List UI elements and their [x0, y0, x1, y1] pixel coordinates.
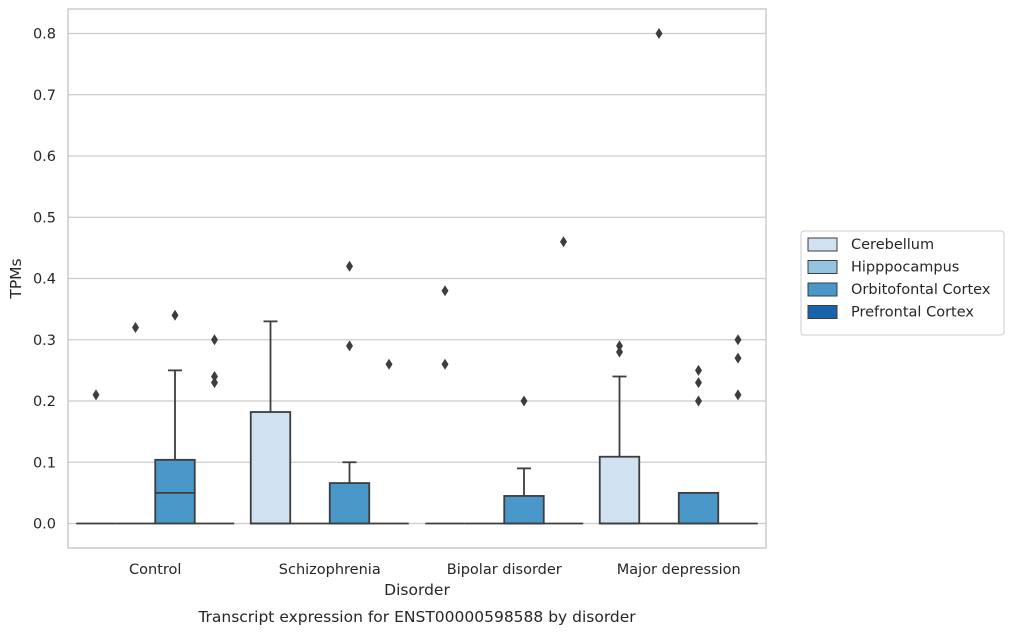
legend: Cerebellum Hipppocampus Orbitofontal Corte… [800, 230, 1005, 336]
x-axis-label: Disorder [384, 581, 450, 599]
box-hipppocampus [115, 322, 156, 525]
y-tick-label: 0.5 [33, 210, 56, 226]
outlier-point [211, 371, 218, 382]
box-prefrontal-cortex [369, 358, 409, 525]
x-tick-labels: Control Schizophrenia Bipolar disorder Majo… [129, 562, 741, 578]
outlier-point [734, 389, 742, 401]
outlier-point [346, 260, 353, 272]
y-axis-label: TPMs [7, 258, 25, 299]
legend-frame [800, 230, 1005, 336]
chart-title: Transcript expression for ENST0000059858… [197, 608, 636, 626]
box-hipppocampus [639, 28, 679, 525]
legend-swatch [807, 260, 838, 274]
x-tick-label: Control [129, 562, 181, 578]
y-tick-label: 0.6 [33, 149, 56, 165]
box-orbitofontal-cortex [503, 395, 545, 525]
y-tick-label: 0.8 [33, 27, 56, 43]
box-prefrontal-cortex [543, 236, 584, 525]
box-orbitofontal-cortex [328, 260, 371, 525]
box-cerebellum [249, 320, 292, 525]
outlier-point [734, 352, 742, 364]
box-prefrontal-cortex [194, 334, 235, 525]
y-tick-label: 0.4 [33, 272, 56, 288]
outlier-point [346, 340, 353, 352]
outlier-point [385, 358, 393, 370]
box-cerebellum [76, 389, 116, 525]
y-tick-label: 0.7 [33, 88, 56, 104]
outlier-point [560, 236, 567, 248]
box-body [328, 482, 371, 525]
outlier-point [695, 395, 702, 407]
box-orbitofontal-cortex [154, 309, 196, 525]
outlier-point [132, 322, 139, 333]
outlier-point [441, 358, 449, 370]
box-cerebellum [598, 340, 641, 525]
box-body [503, 495, 545, 525]
box-body [249, 411, 292, 525]
outlier-point [171, 309, 179, 321]
outlier-point [695, 377, 702, 389]
outlier-point [616, 346, 623, 358]
legend-label: Hipppocampus [851, 260, 959, 276]
legend-label: Prefrontal Cortex [851, 305, 974, 321]
outlier-point [616, 340, 623, 352]
y-tick-label: 0.3 [33, 333, 56, 349]
box-body [598, 455, 641, 525]
grid-lines [68, 32, 766, 525]
y-tick-label: 0.1 [33, 455, 56, 471]
box-cerebellum [425, 285, 465, 525]
y-tick-label: 0.0 [33, 517, 56, 533]
box-orbitofontal-cortex [677, 364, 720, 525]
outlier-point [441, 285, 449, 297]
legend-label: Cerebellum [851, 237, 934, 253]
box-body [677, 491, 720, 525]
x-tick-label: Schizophrenia [279, 562, 381, 578]
box-plot-area [76, 28, 758, 525]
x-tick-label: Bipolar disorder [447, 562, 562, 578]
outlier-point [211, 334, 218, 346]
y-tick-label: 0.2 [33, 394, 56, 410]
box-prefrontal-cortex [718, 334, 758, 525]
box-body [154, 458, 196, 525]
outlier-point [211, 377, 218, 389]
outlier-point [695, 364, 702, 376]
x-tick-label: Major depression [617, 562, 741, 578]
outlier-point [655, 28, 663, 39]
legend-swatch [807, 282, 838, 297]
y-tick-labels: 0.0 0.1 0.2 0.3 0.4 0.5 0.6 0.7 0.8 [33, 27, 56, 533]
plot-frame [67, 8, 767, 549]
legend-swatch [807, 237, 838, 252]
outlier-point [92, 389, 100, 401]
legend-swatch [807, 305, 838, 319]
legend-label: Orbitofontal Cortex [851, 282, 991, 298]
outlier-point [520, 395, 528, 407]
outlier-point [734, 334, 742, 346]
